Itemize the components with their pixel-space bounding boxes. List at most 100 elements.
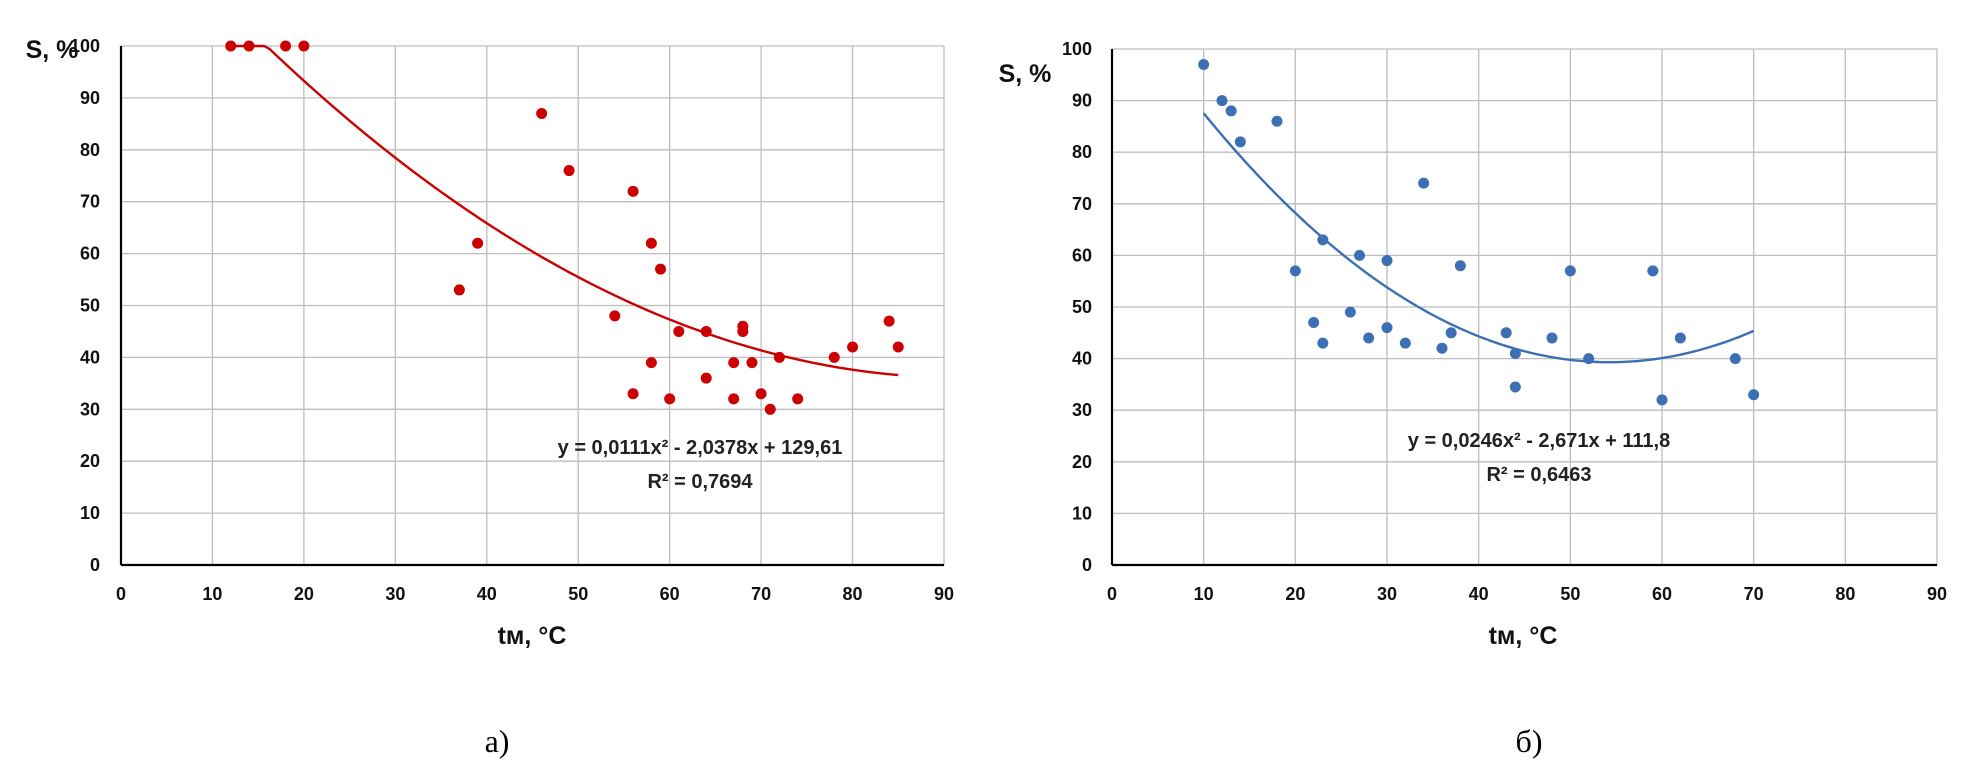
y-tick-label: 50 bbox=[1072, 297, 1092, 317]
data-point bbox=[828, 351, 840, 363]
data-point bbox=[280, 40, 292, 52]
x-tick-label: 80 bbox=[843, 584, 863, 604]
data-point bbox=[645, 237, 657, 249]
data-points bbox=[1198, 58, 1760, 406]
data-point bbox=[1354, 249, 1365, 261]
x-tick-label: 80 bbox=[1835, 584, 1855, 604]
data-point bbox=[700, 372, 712, 384]
data-point bbox=[1234, 136, 1246, 148]
trendline bbox=[230, 44, 899, 377]
y-tick-label: 0 bbox=[1082, 555, 1092, 575]
r-squared: R² = 0,6463 bbox=[1486, 464, 1591, 486]
data-point bbox=[1500, 327, 1512, 339]
data-point bbox=[1308, 316, 1320, 328]
y-tick-label: 90 bbox=[1072, 91, 1092, 111]
y-tick-label: 50 bbox=[80, 296, 100, 316]
y-tick-label: 60 bbox=[1072, 245, 1092, 265]
y-tick-label: 60 bbox=[80, 244, 100, 264]
data-point bbox=[1583, 353, 1595, 365]
x-tick-label: 40 bbox=[1469, 584, 1489, 604]
data-point bbox=[764, 403, 776, 415]
y-tick-label: 100 bbox=[70, 36, 100, 56]
data-point bbox=[1317, 337, 1329, 349]
y-tick-label: 0 bbox=[90, 555, 100, 575]
data-point bbox=[1344, 306, 1356, 318]
x-tick-label: 60 bbox=[1652, 584, 1672, 604]
trend-equation: y = 0,0111x² - 2,0378x + 129,61 bbox=[558, 437, 843, 459]
data-point bbox=[1748, 389, 1760, 401]
x-tick-label: 20 bbox=[294, 584, 314, 604]
data-point bbox=[728, 393, 740, 405]
grid bbox=[120, 45, 945, 566]
data-point bbox=[1436, 342, 1448, 354]
data-point bbox=[746, 357, 758, 369]
data-point bbox=[773, 351, 785, 363]
data-point bbox=[1647, 265, 1659, 277]
data-point bbox=[883, 315, 895, 327]
r-squared: R² = 0,7694 bbox=[647, 471, 753, 493]
data-point bbox=[1198, 58, 1210, 70]
x-tick-label: 30 bbox=[1377, 584, 1397, 604]
data-point bbox=[1399, 337, 1411, 349]
chart-panel-1: 0 10 20 30 40 50 60 70 80 90 0 10 20 30 40 50 60 70 80 90 10… bbox=[26, 36, 954, 759]
data-point bbox=[664, 393, 676, 405]
grid bbox=[1111, 48, 1938, 566]
data-point bbox=[1289, 265, 1301, 277]
y-tick-label: 70 bbox=[80, 192, 100, 212]
data-point bbox=[563, 165, 575, 177]
y-tick-label: 40 bbox=[1072, 349, 1092, 369]
y-tick-label: 90 bbox=[80, 88, 100, 108]
y-tick-label: 100 bbox=[1062, 39, 1092, 59]
data-point bbox=[472, 237, 484, 249]
data-point bbox=[536, 107, 548, 119]
x-tick-label: 10 bbox=[202, 584, 222, 604]
x-tick-label: 90 bbox=[934, 584, 954, 604]
data-point bbox=[298, 40, 310, 52]
data-point bbox=[1381, 255, 1393, 267]
x-tick-label: 50 bbox=[1560, 584, 1580, 604]
y-tick-label: 80 bbox=[80, 140, 100, 160]
data-point bbox=[1271, 115, 1283, 127]
data-point bbox=[1674, 332, 1686, 344]
data-point bbox=[627, 388, 639, 400]
data-point bbox=[655, 263, 667, 275]
y-tick-label: 70 bbox=[1072, 194, 1092, 214]
data-point bbox=[1381, 322, 1393, 334]
data-point bbox=[737, 325, 749, 337]
data-point bbox=[1445, 327, 1457, 339]
x-axis-title: tм, °C bbox=[498, 622, 567, 650]
data-point bbox=[1729, 353, 1741, 365]
trendline bbox=[1202, 112, 1755, 364]
data-point bbox=[673, 325, 685, 337]
data-point bbox=[755, 388, 767, 400]
y-axis-title: S, % bbox=[26, 36, 79, 64]
y-axis-title: S, % bbox=[999, 60, 1052, 88]
x-tick-label: 60 bbox=[660, 584, 680, 604]
data-point bbox=[728, 357, 740, 369]
y-tick-label: 20 bbox=[1072, 452, 1092, 472]
y-tick-label: 80 bbox=[1072, 142, 1092, 162]
x-tick-label: 0 bbox=[116, 584, 126, 604]
x-axis-title: tм, °C bbox=[1489, 622, 1558, 650]
x-tick-label: 20 bbox=[1285, 584, 1305, 604]
data-point bbox=[645, 357, 657, 369]
x-tick-label: 0 bbox=[1107, 584, 1117, 604]
y-tick-label: 40 bbox=[80, 347, 100, 367]
trend-equation: y = 0,0246x² - 2,671x + 111,8 bbox=[1408, 430, 1670, 452]
y-tick-label: 10 bbox=[1072, 503, 1092, 523]
data-point bbox=[627, 185, 639, 197]
data-point bbox=[1216, 95, 1228, 107]
x-tick-label: 70 bbox=[751, 584, 771, 604]
y-tick-label: 20 bbox=[80, 451, 100, 471]
data-point bbox=[1509, 347, 1521, 359]
x-tick-label: 40 bbox=[477, 584, 497, 604]
y-tick-label: 30 bbox=[80, 399, 100, 419]
data-point bbox=[1418, 177, 1430, 189]
data-point bbox=[1546, 332, 1558, 344]
data-points bbox=[225, 40, 904, 415]
x-tick-label: 30 bbox=[385, 584, 405, 604]
data-point bbox=[1317, 234, 1329, 246]
data-point bbox=[609, 310, 621, 322]
x-tick-label: 50 bbox=[568, 584, 588, 604]
